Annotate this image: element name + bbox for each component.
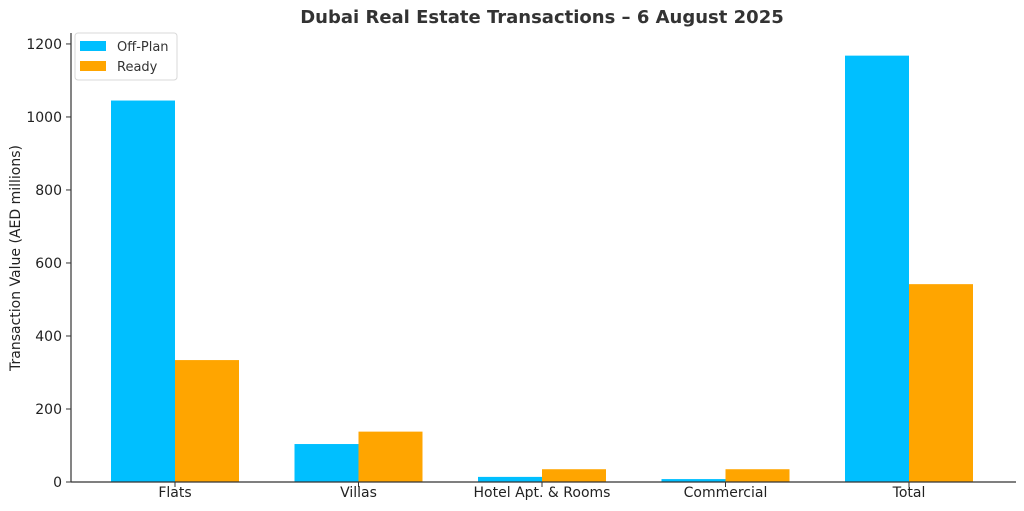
- bars-layer: [111, 55, 973, 483]
- y-tick-label: 200: [35, 402, 62, 418]
- legend-swatch-ready: [80, 61, 106, 71]
- bar-ready-commercial: [725, 469, 790, 482]
- legend-swatch-off-plan: [80, 41, 106, 51]
- y-tick-label: 0: [53, 475, 62, 491]
- y-tick-label: 800: [35, 183, 62, 199]
- x-tick-label-hotel-apt-rooms: Hotel Apt. & Rooms: [474, 485, 611, 501]
- x-tick-label-total: Total: [892, 485, 926, 501]
- x-tick-label-flats: Flats: [158, 485, 191, 501]
- y-axis-label: Transaction Value (AED millions): [8, 145, 24, 372]
- bar-off-plan-villas: [294, 444, 359, 482]
- bar-ready-hotel-apt-rooms: [542, 469, 606, 482]
- y-tick-label: 400: [35, 329, 62, 345]
- ticks-layer: 0 200 400 600 800 1000 1200 Flats Villas Hotel Ap…: [26, 37, 925, 501]
- y-tick-label: 1200: [26, 37, 62, 53]
- x-tick-label-commercial: Commercial: [684, 485, 768, 501]
- y-tick-label: 1000: [26, 110, 62, 126]
- bar-off-plan-hotel-apt-rooms: [478, 476, 542, 482]
- bar-ready-flats: [175, 360, 239, 482]
- y-tick-label: 600: [35, 256, 62, 272]
- bar-ready-villas: [358, 431, 423, 482]
- bar-ready-total: [909, 284, 973, 482]
- bar-off-plan-commercial: [661, 479, 726, 482]
- bar-off-plan-total: [845, 55, 909, 483]
- bar-off-plan-flats: [111, 100, 175, 482]
- legend: Off-Plan Ready: [74, 32, 178, 81]
- axes-layer: [70, 33, 1016, 483]
- chart-title: Dubai Real Estate Transactions – 6 Augus…: [300, 7, 784, 28]
- legend-label-off-plan: Off-Plan: [117, 40, 169, 55]
- x-tick-label-villas: Villas: [340, 485, 377, 501]
- legend-label-ready: Ready: [117, 60, 158, 75]
